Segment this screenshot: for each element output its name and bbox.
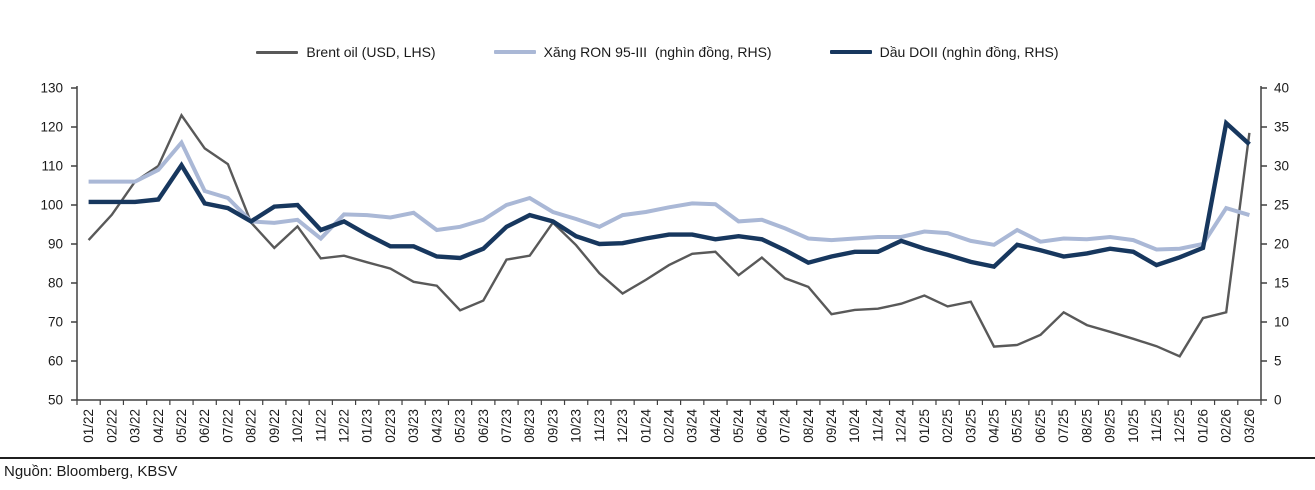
x-axis: 01/22 02/22 03/22 04/22 05/22 06/22 07/22 08/22… <box>76 400 1262 443</box>
x-tick-label: 12/22 <box>336 409 351 443</box>
x-tick-label: 03/26 <box>1242 409 1257 443</box>
xang-ron95-line <box>88 138 1250 252</box>
y-left-tick-label: 120 <box>40 120 63 135</box>
y-left-tick-label: 100 <box>40 198 63 213</box>
x-tick-label: 09/24 <box>824 409 839 443</box>
y-axis-right: 0 5 10 15 20 25 30 35 40 <box>1261 81 1289 408</box>
legend-label-xang-ron95: Xăng RON 95-III (nghìn đồng, RHS) <box>543 44 772 60</box>
x-tick-label: 07/23 <box>499 409 514 443</box>
dau-doii-line-swatch <box>829 50 872 54</box>
x-tick-label: 07/25 <box>1056 409 1071 443</box>
x-tick-label: 08/25 <box>1079 409 1094 443</box>
x-tick-label: 07/22 <box>220 409 235 443</box>
x-tick-label: 08/24 <box>801 409 816 443</box>
y-right-tick-label: 20 <box>1274 237 1289 252</box>
x-tick-label: 02/26 <box>1219 409 1234 443</box>
y-left-tick-label: 130 <box>40 81 63 96</box>
x-tick-label: 01/26 <box>1195 409 1210 443</box>
x-tick-label: 02/24 <box>662 409 677 443</box>
x-tick-label: 03/22 <box>128 409 143 443</box>
y-right-tick-label: 0 <box>1274 393 1282 408</box>
x-tick-label: 01/24 <box>638 409 653 443</box>
price-chart: 50 60 70 80 90 100 110 120 130 0 5 10 15 20 25 30 35 40 01… <box>40 81 1289 443</box>
y-axis-left: 50 60 70 80 90 100 110 120 130 <box>40 81 77 408</box>
x-tick-label: 06/23 <box>476 409 491 443</box>
x-tick-label: 02/23 <box>383 409 398 443</box>
x-tick-label: 06/24 <box>754 409 769 443</box>
x-tick-label: 11/24 <box>870 409 885 442</box>
x-tick-label: 03/25 <box>963 409 978 443</box>
y-right-tick-label: 15 <box>1274 276 1289 291</box>
x-tick-label: 10/23 <box>569 409 584 443</box>
x-tick-label: 06/22 <box>197 409 212 443</box>
x-tick-label: 05/25 <box>1010 409 1025 443</box>
x-tick-label: 08/22 <box>244 409 259 443</box>
x-tick-label: 02/25 <box>940 409 955 443</box>
y-left-tick-label: 80 <box>48 276 63 291</box>
x-tick-label: 09/23 <box>545 409 560 443</box>
brent-line <box>87 112 1251 358</box>
x-tick-label: 10/22 <box>290 409 305 443</box>
y-right-tick-label: 40 <box>1274 81 1289 96</box>
legend-item-brent: Brent oil (USD, LHS) <box>256 44 436 60</box>
y-right-tick-label: 25 <box>1274 198 1289 213</box>
x-tick-label: 09/22 <box>267 409 282 443</box>
footer-divider <box>0 457 1315 459</box>
x-tick-label: 11/23 <box>592 409 607 442</box>
x-tick-label: 05/24 <box>731 409 746 443</box>
x-tick-label: 07/24 <box>778 409 793 443</box>
x-tick-label: 01/22 <box>81 409 96 443</box>
legend-item-xang-ron95: Xăng RON 95-III (nghìn đồng, RHS) <box>493 44 772 60</box>
x-tick-label: 10/24 <box>847 409 862 443</box>
x-tick-label: 06/25 <box>1033 409 1048 443</box>
y-left-tick-label: 70 <box>48 315 63 330</box>
x-tick-label: 09/25 <box>1103 409 1118 443</box>
y-left-tick-label: 110 <box>41 159 63 174</box>
x-tick-label: 12/23 <box>615 409 630 443</box>
x-tick-label: 04/22 <box>151 409 166 443</box>
legend-item-dau-doii: Dầu DOII (nghìn đồng, RHS) <box>829 44 1059 60</box>
y-left-tick-label: 60 <box>48 354 63 369</box>
xang-ron95-line-swatch <box>493 50 536 54</box>
y-left-tick-label: 90 <box>48 237 63 252</box>
legend-label-dau-doii: Dầu DOII (nghìn đồng, RHS) <box>879 44 1059 60</box>
x-tick-label: 05/23 <box>453 409 468 443</box>
x-tick-label: 05/22 <box>174 409 189 443</box>
x-tick-label: 01/23 <box>360 409 375 443</box>
y-right-tick-label: 35 <box>1274 120 1289 135</box>
axes <box>76 86 1262 401</box>
source-note: Nguồn: Bloomberg, KBSV <box>4 463 178 480</box>
x-tick-label: 11/22 <box>313 409 328 442</box>
x-tick-label: 04/23 <box>429 409 444 443</box>
x-tick-label: 12/25 <box>1172 409 1187 443</box>
x-tick-label: 11/25 <box>1149 409 1164 442</box>
x-tick-label: 08/23 <box>522 409 537 443</box>
x-tick-label: 03/24 <box>685 409 700 443</box>
x-tick-label: 01/25 <box>917 409 932 443</box>
y-right-tick-label: 10 <box>1274 315 1289 330</box>
x-tick-label: 03/23 <box>406 409 421 443</box>
y-left-tick-label: 50 <box>48 393 63 408</box>
y-right-tick-label: 30 <box>1274 159 1289 174</box>
x-tick-label: 02/22 <box>104 409 119 443</box>
x-tick-label: 04/24 <box>708 409 723 443</box>
dau-doii-line <box>88 118 1251 269</box>
x-tick-label: 12/24 <box>894 409 909 443</box>
x-tick-label: 10/25 <box>1126 409 1141 443</box>
y-right-tick-label: 5 <box>1274 354 1282 369</box>
chart-legend: Brent oil (USD, LHS) Xăng RON 95-III (ng… <box>0 44 1315 60</box>
x-tick-label: 04/25 <box>987 409 1002 443</box>
legend-label-brent: Brent oil (USD, LHS) <box>306 44 436 60</box>
brent-line-swatch <box>256 50 299 54</box>
